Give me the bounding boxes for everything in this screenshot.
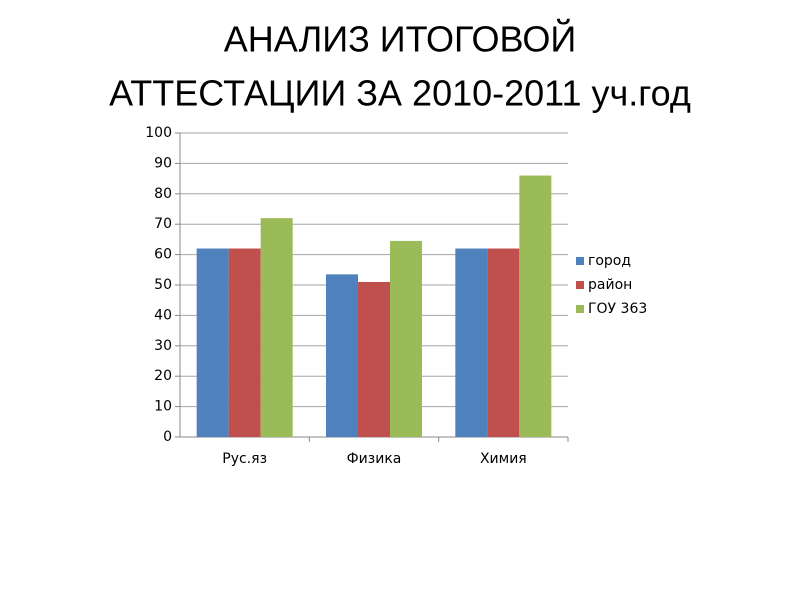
bar	[358, 281, 390, 437]
y-tick-label: 100	[145, 125, 172, 141]
bar	[487, 248, 520, 437]
y-tick-label: 60	[154, 247, 172, 263]
bar	[326, 274, 358, 437]
y-tick-label: 0	[163, 429, 172, 445]
y-tick-label: 30	[154, 338, 172, 354]
y-tick-label: 20	[154, 368, 172, 384]
x-tick-label: Химия	[480, 451, 527, 467]
title-line: АНАЛИЗ ИТОГОВОЙ	[224, 18, 576, 60]
legend-label: ГОУ 363	[588, 301, 647, 317]
legend-swatch	[576, 257, 584, 265]
bar	[519, 175, 552, 437]
x-tick-label: Рус.яз	[222, 451, 267, 467]
y-tick-label: 90	[154, 155, 172, 171]
y-tick-label: 50	[154, 277, 172, 293]
bar	[455, 248, 488, 437]
y-tick-label: 10	[154, 399, 172, 415]
bar	[260, 218, 293, 437]
y-tick-label: 40	[154, 307, 172, 323]
legend-swatch	[576, 281, 584, 289]
y-tick-label: 70	[154, 216, 172, 232]
bar	[196, 248, 229, 437]
bar	[228, 248, 261, 437]
legend-label: район	[588, 277, 632, 293]
bar	[390, 240, 422, 437]
legend-swatch	[576, 305, 584, 313]
title-line: АТТЕСТАЦИИ ЗА 2010-2011 уч.год	[109, 73, 691, 114]
legend-label: город	[588, 253, 631, 269]
x-tick-label: Физика	[347, 451, 402, 467]
y-tick-label: 80	[154, 186, 172, 202]
